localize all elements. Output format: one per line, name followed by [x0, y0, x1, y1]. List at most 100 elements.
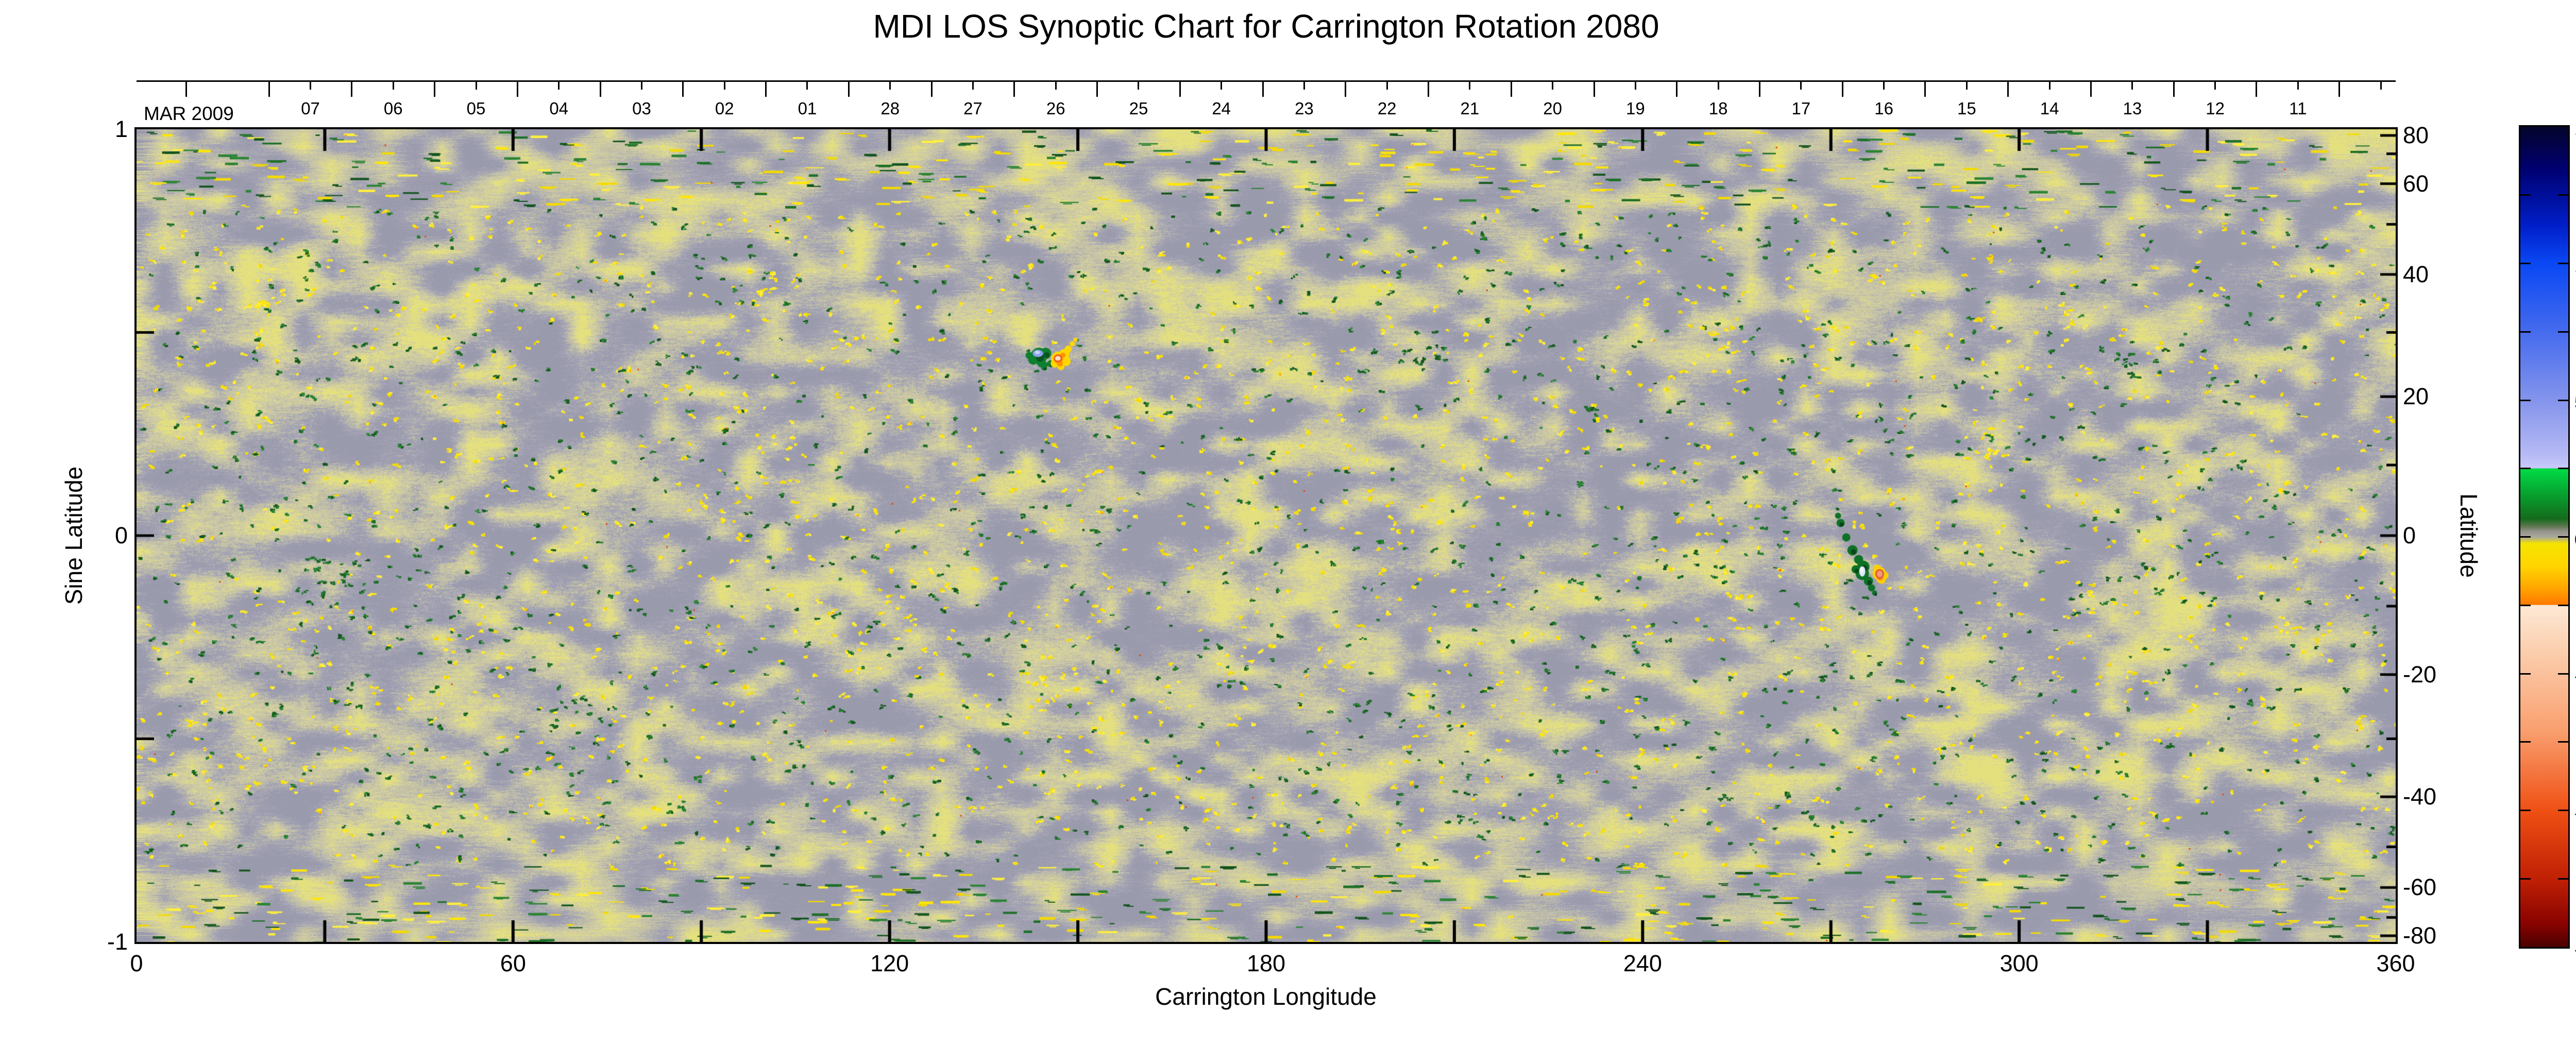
date-day-tick	[848, 82, 850, 97]
sine-latitude-tick-label: 0	[114, 522, 128, 548]
date-halfday-tick	[1469, 82, 1471, 90]
colorbar-tick	[2520, 536, 2531, 538]
date-day-tick	[765, 82, 767, 97]
date-label: 28	[880, 99, 900, 118]
colorbar-tick	[2558, 604, 2568, 606]
colorbar-tick	[2520, 878, 2531, 880]
colorbar-tick	[2520, 810, 2531, 811]
colorbar-tick	[2520, 194, 2531, 196]
latitude-tick-label: -40	[2403, 783, 2437, 810]
colorbar-tick	[2520, 468, 2531, 470]
date-halfday-tick	[1552, 82, 1554, 90]
date-label: 25	[1129, 99, 1148, 118]
date-axis-line	[137, 80, 2396, 82]
date-halfday-tick	[392, 82, 394, 90]
colorbar-value-label: -500	[2574, 666, 2576, 686]
longitude-tick-label: 180	[1246, 950, 1286, 976]
date-label: 22	[1377, 99, 1397, 118]
date-halfday-tick	[1717, 82, 1719, 90]
date-label: 11	[2289, 99, 2307, 118]
date-label: 23	[1295, 99, 1314, 118]
date-day-tick	[1428, 82, 1430, 97]
date-day-tick	[1179, 82, 1181, 97]
date-day-tick	[2256, 82, 2258, 97]
date-label: 21	[1460, 99, 1480, 118]
colorbar-tick	[2558, 741, 2568, 743]
date-halfday-tick	[2297, 82, 2299, 90]
colorbar-tick	[2520, 331, 2531, 333]
longitude-tick-label: 0	[130, 950, 143, 976]
plot-area	[134, 127, 2398, 944]
date-label: 18	[1708, 99, 1728, 118]
sine-latitude-tick-label: -1	[107, 929, 128, 955]
date-halfday-tick	[1634, 82, 1636, 90]
date-label: 01	[798, 99, 817, 118]
date-label: 27	[963, 99, 982, 118]
date-day-tick	[1345, 82, 1347, 97]
date-day-tick	[1676, 82, 1678, 97]
colorbar-value-label: 1500	[2574, 119, 2576, 139]
date-day-tick	[1593, 82, 1595, 97]
date-day-tick	[599, 82, 601, 97]
date-halfday-tick	[2131, 82, 2133, 90]
date-halfday-tick	[1055, 82, 1057, 90]
chart-title: MDI LOS Synoptic Chart for Carrington Ro…	[873, 8, 1659, 45]
latitude-tick-label: -80	[2403, 922, 2437, 949]
longitude-tick-label: 240	[1623, 950, 1662, 976]
colorbar	[2519, 125, 2570, 949]
date-halfday-tick	[310, 82, 312, 90]
date-day-tick	[268, 82, 270, 97]
date-halfday-tick	[558, 82, 560, 90]
date-day-tick	[1013, 82, 1015, 97]
colorbar-tick	[2520, 604, 2531, 606]
date-axis: MAR 2009 07 06 05 04 03 02 01 28 27 26 25 24 23 22 21 2…	[137, 80, 2396, 132]
date-halfday-tick	[1965, 82, 1968, 90]
latitude-tick-label: 80	[2403, 122, 2429, 148]
latitude-tick-label: 40	[2403, 261, 2429, 287]
colorbar-tick	[2558, 399, 2568, 401]
colorbar-tick	[2558, 810, 2568, 811]
date-day-tick	[930, 82, 933, 97]
date-day-tick	[2090, 82, 2092, 97]
latitude-tick-label: 0	[2403, 522, 2416, 548]
colorbar-tick	[2520, 673, 2531, 675]
date-label: 07	[301, 99, 320, 118]
colorbar-value-label: 500	[2574, 393, 2576, 413]
date-halfday-tick	[972, 82, 974, 90]
date-day-tick	[1759, 82, 1760, 97]
date-halfday-tick	[2214, 82, 2216, 90]
month-year-label: MAR 2009	[144, 103, 234, 124]
date-label: 17	[1791, 99, 1811, 118]
date-halfday-tick	[1303, 82, 1305, 90]
date-label: 24	[1212, 99, 1231, 118]
colorbar-tick	[2558, 468, 2568, 470]
date-halfday-tick	[1138, 82, 1140, 90]
colorbar-value-label: 0	[2574, 530, 2576, 550]
date-day-tick	[351, 82, 353, 97]
colorbar-tick	[2520, 263, 2531, 264]
longitude-tick-label: 120	[870, 950, 909, 976]
longitude-tick-label: 300	[1999, 950, 2039, 976]
date-day-tick	[1262, 82, 1264, 97]
colorbar-tick	[2558, 263, 2568, 264]
longitude-tick-label: 360	[2376, 950, 2415, 976]
date-label: 02	[715, 99, 734, 118]
date-label: 19	[1626, 99, 1645, 118]
colorbar-tick	[2558, 536, 2568, 538]
date-halfday-tick	[475, 82, 477, 90]
colorbar-tick	[2558, 194, 2568, 196]
date-day-tick	[1924, 82, 1926, 97]
date-label: 20	[1543, 99, 1563, 118]
date-halfday-tick	[1800, 82, 1802, 90]
sine-latitude-tick-label: 1	[114, 116, 128, 142]
date-day-tick	[682, 82, 684, 97]
date-label: 26	[1046, 99, 1065, 118]
date-halfday-tick	[2048, 82, 2050, 90]
date-label: 16	[1874, 99, 1893, 118]
date-day-tick	[434, 82, 436, 97]
colorbar-tick	[2520, 399, 2531, 401]
date-halfday-tick	[806, 82, 808, 90]
date-label: 06	[383, 99, 403, 118]
date-halfday-tick	[1386, 82, 1388, 90]
